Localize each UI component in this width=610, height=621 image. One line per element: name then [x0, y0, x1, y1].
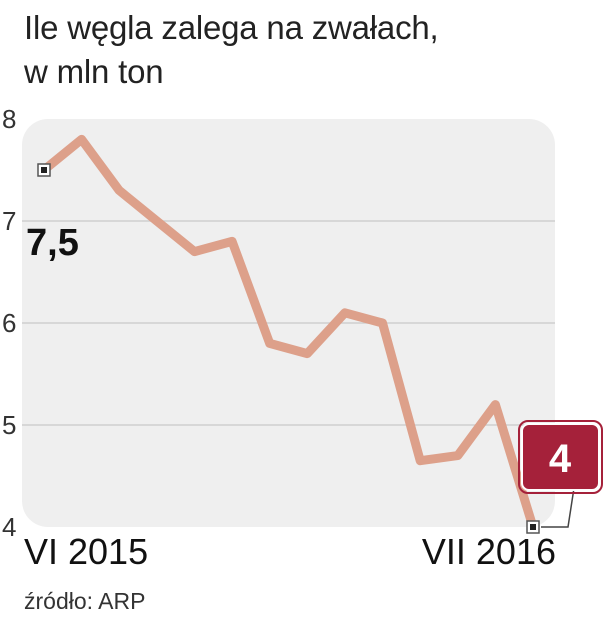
chart-title-line-1: Ile węgla zalega na zwałach, [24, 9, 439, 46]
chart-title-line-2: w mln ton [24, 53, 164, 90]
y-tick-label: 8 [2, 104, 16, 134]
y-tick-label: 4 [2, 512, 16, 542]
y-axis-ticks: 8 7 6 5 4 [2, 104, 16, 542]
y-tick-label: 5 [2, 410, 16, 440]
chart-title: Ile węgla zalega na zwałach, w mln ton [24, 6, 439, 94]
annotations-group: 7,54 [26, 222, 603, 528]
series-group [39, 134, 538, 532]
y-tick-label: 7 [2, 206, 16, 236]
marker-dot [530, 524, 536, 530]
start-value-label: 7,5 [26, 222, 79, 264]
x-tick-label-end: VII 2016 [422, 531, 556, 572]
end-value-badge [521, 423, 600, 491]
end-value-label: 4 [549, 437, 572, 481]
y-tick-label: 6 [2, 308, 16, 338]
marker-dot [41, 167, 47, 173]
end-label-connector [541, 487, 575, 528]
markers-group [37, 163, 540, 534]
gridlines [22, 220, 555, 426]
series-line [39, 134, 538, 532]
end-value-badge-outline [518, 420, 603, 494]
x-tick-label-start: VI 2015 [24, 531, 148, 572]
source-note: źródło: ARP [24, 588, 146, 614]
x-axis-ticks: VI 2015 VII 2016 [24, 531, 556, 572]
